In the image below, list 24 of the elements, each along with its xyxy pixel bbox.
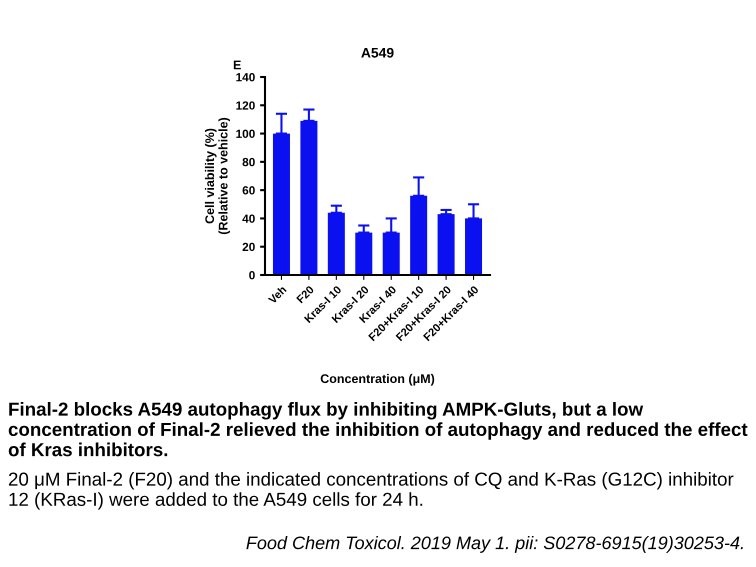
x-tick-label: Veh	[268, 285, 287, 304]
text: E	[234, 60, 241, 70]
bar	[382, 232, 400, 275]
bar	[328, 212, 345, 275]
text: Food Chem Toxicol. 2019 May 1. pii: S0278-6915(19)30253-4.	[246, 536, 743, 553]
bar	[300, 120, 318, 275]
bar	[355, 232, 372, 275]
text: Final-2 blocks A549 autophagy flux by inhibiting AMPK-Gluts, but a low concentration of Final-2 relieved the inhibition of autophagy and reduced the effect of Kras inhibitors.	[8, 402, 748, 456]
y-axis-title: Cell viability (%) (Relative to vehicle)	[204, 118, 230, 234]
chart-title: A549	[361, 48, 394, 58]
y-tick-label: 80	[242, 158, 255, 166]
bar	[410, 196, 428, 275]
y-tick-label: 20	[242, 242, 255, 252]
y-tick-label: 140	[236, 73, 255, 82]
bar	[272, 134, 290, 275]
y-tick-label: 120	[236, 101, 255, 110]
x-axis-title: Concentration (μM)	[320, 374, 434, 386]
bar	[465, 218, 482, 275]
bar	[438, 214, 455, 275]
text: 20 μM Final-2 (F20) and the indicated concentrations of CQ and K-Ras (G12C) inhibitor 12 (KRas-I) were added to the A549 cells for 24 h.	[8, 472, 734, 510]
y-tick-label: 0	[249, 271, 255, 280]
y-tick-label: 100	[236, 130, 255, 138]
y-tick-label: 60	[242, 186, 255, 195]
y-tick-label: 40	[242, 214, 255, 223]
